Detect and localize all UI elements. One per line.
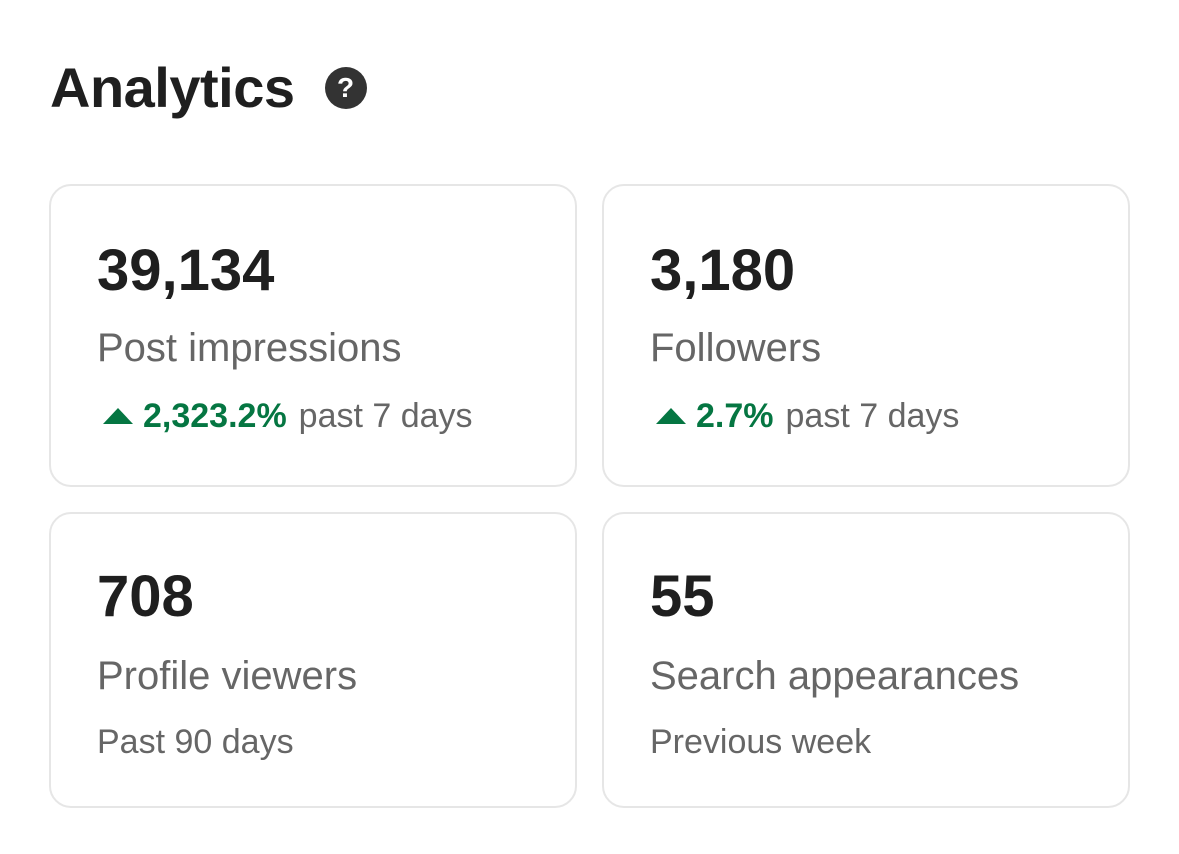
followers-card[interactable]: 3,180 Followers 2.7% past 7 days bbox=[602, 184, 1130, 487]
profile-viewers-value: 708 bbox=[97, 564, 194, 629]
search-appearances-label: Search appearances bbox=[650, 654, 1020, 698]
search-appearances-card[interactable]: 55 Search appearances Previous week bbox=[602, 512, 1130, 808]
profile-viewers-card[interactable]: 708 Profile viewers Past 90 days bbox=[49, 512, 577, 808]
search-appearances-period: Previous week bbox=[650, 723, 872, 761]
trend-period: past 7 days bbox=[298, 397, 473, 435]
trend-percent: 2,323.2% bbox=[143, 397, 287, 435]
trend-percent: 2.7% bbox=[696, 397, 774, 435]
triangle-up-icon bbox=[103, 408, 133, 424]
post-impressions-value: 39,134 bbox=[97, 238, 275, 303]
search-appearances-value: 55 bbox=[650, 564, 715, 629]
followers-trend: 2.7% past 7 days bbox=[656, 394, 959, 438]
question-circle-icon[interactable]: ? bbox=[324, 67, 367, 109]
post-impressions-label: Post impressions bbox=[97, 326, 402, 370]
triangle-up-icon bbox=[656, 408, 686, 424]
post-impressions-card[interactable]: 39,134 Post impressions 2,323.2% past 7 … bbox=[49, 184, 577, 487]
followers-value: 3,180 bbox=[650, 238, 796, 303]
page-title: Analytics bbox=[50, 56, 295, 119]
trend-period: past 7 days bbox=[785, 397, 960, 435]
analytics-header: Analytics ? bbox=[50, 52, 367, 124]
post-impressions-trend: 2,323.2% past 7 days bbox=[103, 394, 473, 438]
profile-viewers-label: Profile viewers bbox=[97, 654, 358, 698]
profile-viewers-period: Past 90 days bbox=[97, 723, 294, 761]
followers-label: Followers bbox=[650, 326, 822, 370]
